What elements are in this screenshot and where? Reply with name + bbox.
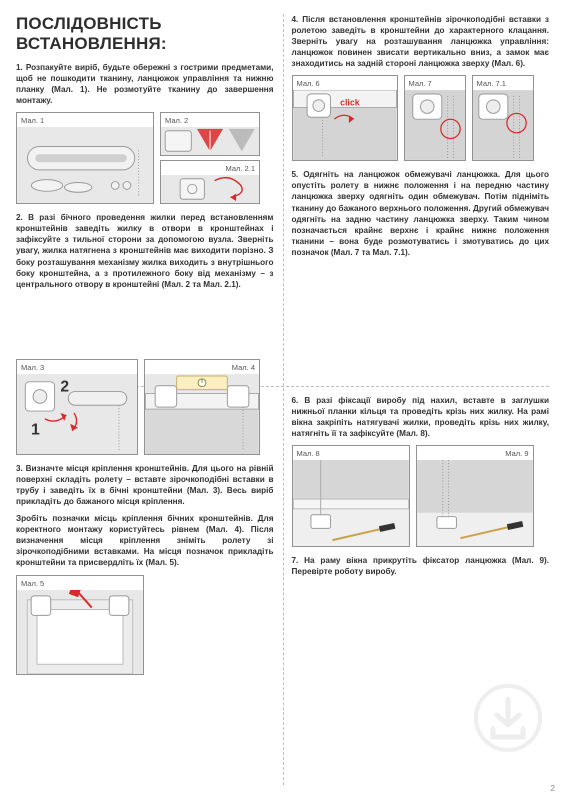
figure-2-1-label: Мал. 2.1 bbox=[161, 161, 259, 175]
figure-3-label: Мал. 3 bbox=[17, 360, 137, 374]
figure-6: Мал. 6 click bbox=[292, 75, 398, 161]
section-bottom-right: 6. В разі фіксації виробу під нахил, вст… bbox=[292, 353, 550, 732]
section-top-right: 4. Після встановлення кронштейнів зірочк… bbox=[292, 14, 550, 345]
figure-2-1: Мал. 2.1 bbox=[160, 160, 260, 204]
figure-row-5: Мал. 5 bbox=[16, 575, 274, 675]
figure-7-1: Мал. 7.1 bbox=[472, 75, 534, 161]
svg-text:2: 2 bbox=[60, 378, 69, 395]
step-2: 2. В разі бічного проведення жилки перед… bbox=[16, 212, 274, 289]
figure-1-label: Мал. 1 bbox=[17, 113, 153, 127]
step-3: 3. Визначте місця кріплення кронштейнів.… bbox=[16, 463, 274, 507]
step-3b: Зробіть позначки місць кріплення бічних … bbox=[16, 513, 274, 568]
figure-4: Мал. 4 bbox=[144, 359, 260, 455]
figure-row-1-2: Мал. 1 Мал. 2 bbox=[16, 112, 274, 204]
step-5: 5. Одягніть на ланцюжок обмежувачі ланцю… bbox=[292, 169, 550, 258]
click-text: click bbox=[340, 98, 360, 108]
page-number: 2 bbox=[551, 784, 555, 793]
figure-5-label: Мал. 5 bbox=[17, 576, 143, 590]
figure-row-8-9: Мал. 8 Мал. 9 bbox=[292, 445, 550, 547]
watermark-icon bbox=[473, 683, 543, 753]
figure-8: Мал. 8 bbox=[292, 445, 410, 547]
figure-7-1-label: Мал. 7.1 bbox=[473, 76, 533, 90]
figure-9: Мал. 9 bbox=[416, 445, 534, 547]
figure-4-label: Мал. 4 bbox=[145, 360, 259, 374]
section-mid-left: Мал. 3 1 2 bbox=[16, 353, 274, 732]
figure-row-3-4: Мал. 3 1 2 bbox=[16, 359, 274, 455]
step-6: 6. В разі фіксації виробу під нахил, вст… bbox=[292, 395, 550, 439]
figure-8-label: Мал. 8 bbox=[293, 446, 409, 460]
page-title: ПОСЛІДОВНІСТЬ ВСТАНОВЛЕННЯ: bbox=[16, 14, 274, 54]
step-4: 4. Після встановлення кронштейнів зірочк… bbox=[292, 14, 550, 69]
figure-5: Мал. 5 bbox=[16, 575, 144, 675]
figure-row-6-7: Мал. 6 click Мал. 7 bbox=[292, 75, 550, 161]
figure-9-label: Мал. 9 bbox=[417, 446, 533, 460]
step-1: 1. Розпакуйте виріб, будьте обережні з г… bbox=[16, 62, 274, 106]
figure-6-label: Мал. 6 bbox=[293, 76, 397, 90]
figure-7-label: Мал. 7 bbox=[405, 76, 465, 90]
svg-text:1: 1 bbox=[31, 421, 40, 438]
figure-2-label: Мал. 2 bbox=[161, 113, 259, 127]
step-7: 7. На раму вікна прикрутіть фіксатор лан… bbox=[292, 555, 550, 577]
section-top-left: ПОСЛІДОВНІСТЬ ВСТАНОВЛЕННЯ: 1. Розпакуйт… bbox=[16, 14, 274, 345]
figure-3: Мал. 3 1 2 bbox=[16, 359, 138, 455]
figure-7: Мал. 7 bbox=[404, 75, 466, 161]
figure-1: Мал. 1 bbox=[16, 112, 154, 204]
figure-2: Мал. 2 bbox=[160, 112, 260, 156]
